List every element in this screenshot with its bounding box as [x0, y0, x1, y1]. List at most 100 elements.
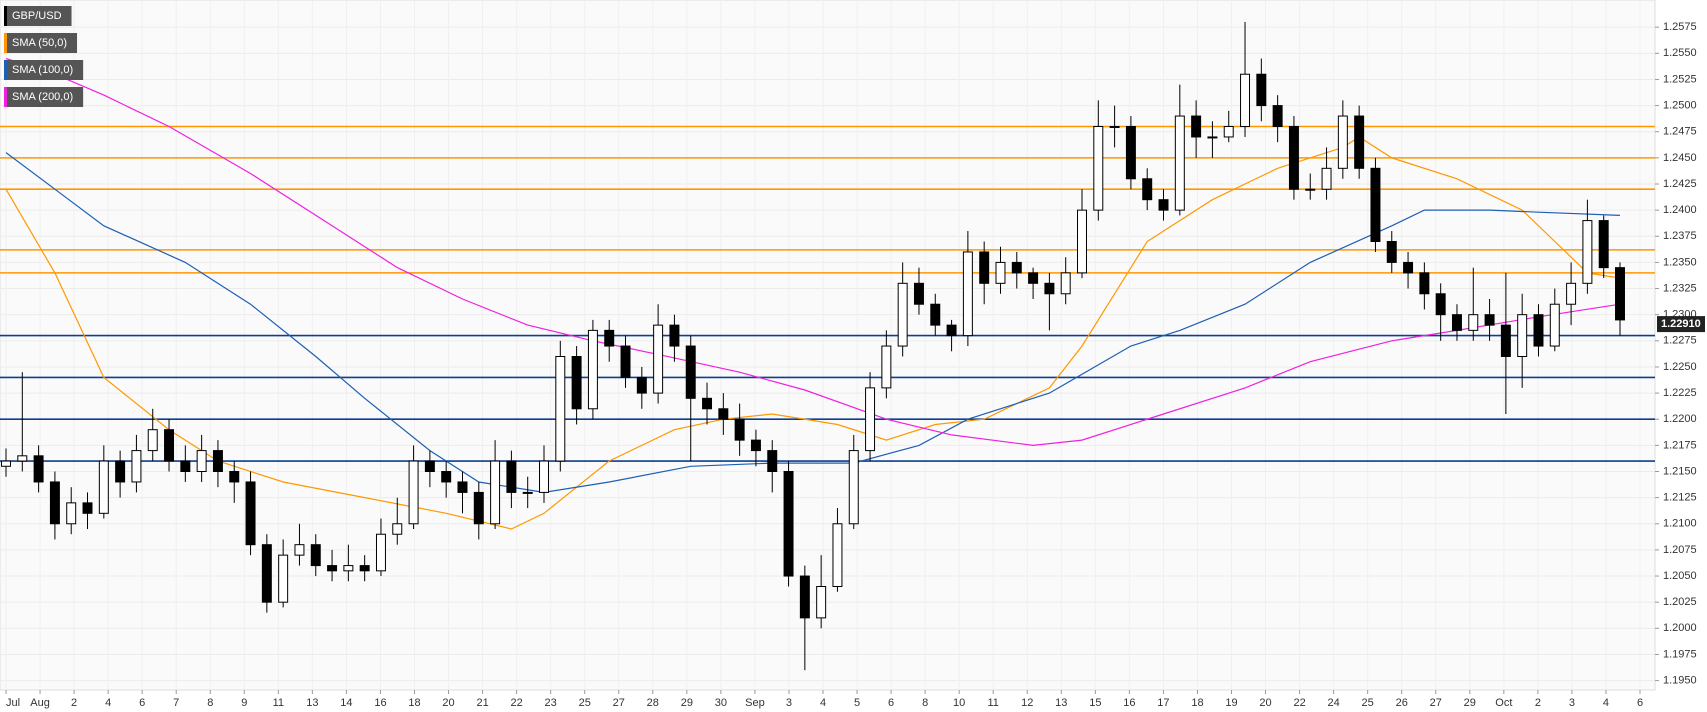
- candle-body: [98, 460, 109, 514]
- y-tick-label: 1.1975: [1663, 648, 1697, 660]
- x-tick-label: 16: [1123, 697, 1135, 709]
- candle-body: [1191, 115, 1202, 138]
- x-tick-label: 28: [647, 697, 659, 709]
- candle-body: [1386, 241, 1397, 263]
- x-tick-label: 7: [173, 697, 179, 709]
- x-tick-label: 17: [1157, 697, 1169, 709]
- candle-body: [180, 460, 191, 472]
- candle-body: [865, 387, 876, 452]
- y-tick-label: 1.2350: [1663, 256, 1697, 268]
- candle-body: [1256, 73, 1267, 107]
- y-tick-label: 1.2275: [1663, 335, 1697, 347]
- candle-body: [1403, 261, 1414, 274]
- candle-body: [1223, 126, 1234, 138]
- x-tick-label: 9: [241, 697, 247, 709]
- x-tick-label: 22: [511, 697, 523, 709]
- candle-body: [1419, 272, 1430, 295]
- candle-body: [1615, 267, 1625, 321]
- x-tick-label: 2: [71, 697, 77, 709]
- candle-body: [473, 491, 484, 525]
- candle-body: [979, 251, 990, 284]
- x-tick-label: 12: [1021, 697, 1033, 709]
- x-tick-label: 4: [105, 697, 111, 709]
- candle-body: [1142, 178, 1153, 201]
- y-tick-label: 1.2025: [1663, 596, 1697, 608]
- candle-body: [1566, 282, 1577, 305]
- x-tick-label: 3: [1569, 697, 1575, 709]
- y-tick-label: 1.2425: [1663, 178, 1697, 190]
- y-tick-label: 1.2100: [1663, 518, 1697, 530]
- last-price-label: 1.22910: [1661, 318, 1701, 330]
- x-tick-label: Sep: [745, 697, 765, 709]
- candle-body: [441, 471, 452, 483]
- legend-box: [4, 87, 84, 107]
- candle-body: [620, 345, 631, 378]
- candle-body: [718, 408, 729, 420]
- x-tick-label: 27: [613, 697, 625, 709]
- y-tick-label: 1.2250: [1663, 361, 1697, 373]
- x-tick-label: 10: [953, 697, 965, 709]
- x-tick-label: 30: [715, 697, 727, 709]
- candle-body: [245, 481, 256, 546]
- y-tick-label: 1.2525: [1663, 73, 1697, 85]
- y-tick-label: 1.2125: [1663, 492, 1697, 504]
- candle-body: [278, 554, 289, 603]
- candle-body: [66, 502, 77, 525]
- candle-body: [1500, 324, 1511, 357]
- y-tick-label: 1.2375: [1663, 230, 1697, 242]
- candle-body: [375, 533, 386, 572]
- candle-body: [832, 523, 843, 587]
- x-tick-label: 16: [374, 697, 386, 709]
- candle-body: [1370, 167, 1381, 242]
- x-tick-label: 20: [1259, 697, 1271, 709]
- candle-body: [799, 575, 810, 619]
- candle-body: [49, 481, 60, 525]
- sma-line: [5, 136, 1621, 530]
- candle-body: [1125, 126, 1136, 180]
- candle-body: [555, 356, 566, 462]
- candle-body: [1468, 314, 1479, 331]
- x-tick-label: 26: [1396, 697, 1408, 709]
- candle-body: [669, 324, 680, 347]
- x-tick-label: 6: [1637, 697, 1643, 709]
- x-tick-label: 8: [922, 697, 928, 709]
- candle-body: [767, 450, 778, 473]
- candle-body: [653, 324, 664, 394]
- candle-body: [196, 450, 207, 473]
- x-tick-label: 25: [579, 697, 591, 709]
- candle-body: [359, 565, 370, 572]
- legend-box: [4, 33, 78, 53]
- x-tick-label: 8: [207, 697, 213, 709]
- y-tick-label: 1.2075: [1663, 544, 1697, 556]
- candle-body: [1598, 220, 1609, 269]
- candle-body: [1044, 282, 1055, 295]
- candle-body: [1174, 115, 1185, 211]
- candle-body: [962, 251, 973, 337]
- legend-box: [4, 60, 84, 80]
- y-tick-label: 1.2325: [1663, 282, 1697, 294]
- x-tick-label: 25: [1362, 697, 1374, 709]
- candle-body: [587, 329, 598, 410]
- candle-body: [392, 523, 403, 535]
- candle-body: [1451, 314, 1462, 331]
- x-tick-label: 20: [442, 697, 454, 709]
- candle-body: [1582, 220, 1593, 284]
- x-tick-label: Oct: [1495, 697, 1512, 709]
- candle-body: [734, 418, 745, 441]
- candle-body: [327, 565, 338, 572]
- candle-body: [848, 450, 859, 525]
- candle-body: [1288, 126, 1299, 190]
- candle-body: [816, 586, 827, 619]
- legend-label: SMA (50,0): [12, 37, 67, 49]
- y-tick-label: 1.2575: [1663, 21, 1697, 33]
- y-tick-label: 1.1950: [1663, 674, 1697, 686]
- candle-body: [506, 460, 517, 493]
- candle-body: [131, 450, 142, 483]
- y-tick-label: 1.2400: [1663, 204, 1697, 216]
- candle-body: [82, 502, 93, 514]
- candle-body: [1093, 126, 1104, 211]
- legend-swatch: [4, 33, 7, 53]
- candle-body: [636, 376, 647, 394]
- candle-body: [261, 544, 272, 603]
